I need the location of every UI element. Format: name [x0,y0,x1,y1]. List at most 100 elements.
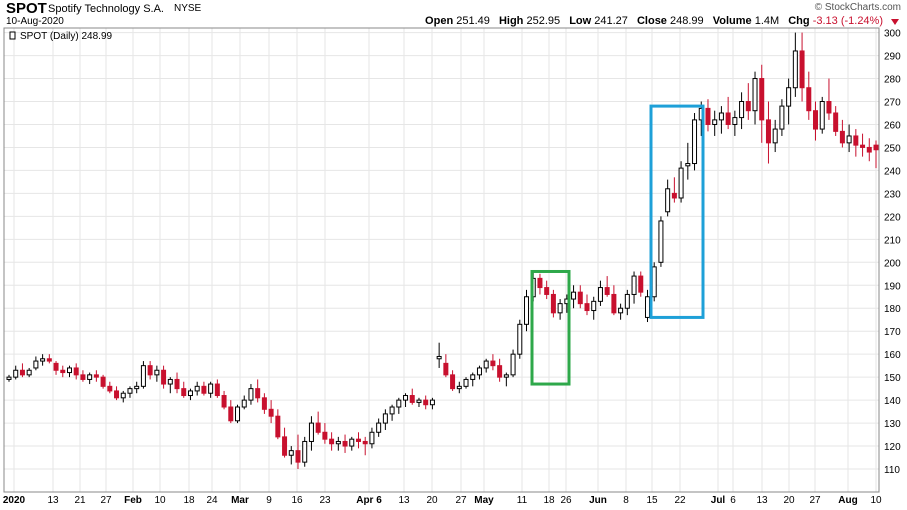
candle-body [450,374,456,390]
candle-body [476,367,482,376]
x-tick-label: 20 [783,495,795,506]
candle-body [134,385,140,390]
x-tick-label: 13 [47,495,59,506]
close-label: Close [636,15,667,27]
candle-body [315,422,321,433]
candle-body [60,369,66,374]
x-tick-label: 6 [730,495,736,506]
candle-body [167,378,173,385]
candle-body [866,146,872,153]
y-axis: 110 120 130 140 150 160 170 180 190 200 210 220 230 2… [884,29,901,476]
y-tick-label: 290 [884,52,901,63]
candle-body [490,360,496,367]
x-tick-label: Jun [589,495,607,506]
candle-body [826,101,832,114]
open-value: 251.49 [456,15,490,27]
candle-body [557,303,563,314]
candle-body [725,112,731,125]
candle-body [46,358,52,362]
candle-body [382,413,388,424]
open-label: Open [425,15,454,27]
x-tick-label: Jul [711,495,726,506]
candle-body [107,385,113,392]
volume-label: Volume [712,15,752,27]
candle-body [73,367,79,376]
candle-body [40,358,46,362]
candle-body [839,130,845,144]
x-tick-label: 23 [319,495,331,506]
y-tick-label: 110 [884,465,900,476]
candle-body [235,406,241,422]
candle-body [718,112,724,121]
candle-body [19,369,25,376]
candle-body [819,101,825,130]
x-tick-label: 13 [398,495,410,506]
candle-body [732,117,738,125]
candle-body [349,438,355,447]
chart-legend: SPOT (Daily) 248.99 [9,31,113,42]
candle-body [100,376,106,387]
candle-body [591,300,597,312]
candle-body [194,385,200,392]
x-tick-label: 13 [756,495,768,506]
x-tick-label: 22 [674,495,686,506]
candle-body [584,303,590,312]
candle-body [752,78,758,112]
candle-body [833,112,839,132]
candle-body [261,397,267,410]
x-tick-label: 9 [266,495,272,506]
y-tick-label: 180 [884,304,901,315]
candle-body [483,360,489,369]
candle-body [638,275,644,293]
candle-body [161,369,167,385]
candle-body [288,450,294,456]
candle-body [470,374,476,380]
candle-legend-icon [9,31,16,40]
chg-value: -3.13 (-1.24%) [812,15,883,27]
x-tick-label: 24 [206,495,218,506]
candle-body [443,362,449,376]
y-tick-label: 190 [884,281,901,292]
y-tick-label: 220 [884,212,901,223]
candle-body [187,390,193,397]
candle-body [33,360,39,369]
y-tick-label: 140 [884,396,901,407]
candle-body [228,406,234,422]
candle-body [335,440,341,445]
candle-body [517,323,523,355]
y-tick-label: 210 [884,235,901,246]
x-tick-label: 16 [291,495,303,506]
candle-body [308,422,314,442]
candle-body [87,374,93,380]
y-tick-label: 250 [884,143,901,154]
candle-body [712,119,718,125]
y-tick-label: 300 [884,29,901,40]
y-tick-label: 280 [884,75,901,86]
close-value: 248.99 [670,15,704,27]
candle-body [745,101,751,112]
candle-body [792,50,798,89]
candle-body [665,188,671,213]
candle-body [396,399,402,408]
candle-body [268,408,274,417]
chart-header: SPOT Spotify Technology S.A. NYSE 10-Aug… [6,0,901,28]
candle-body [93,374,99,378]
y-tick-label: 200 [884,258,901,269]
x-tick-label: 10 [870,495,882,506]
candle-body [544,287,550,295]
candle-body [739,101,745,119]
candle-body [174,378,180,390]
candle-body [201,385,207,394]
chart-date: 10-Aug-2020 [6,16,64,27]
candle-body [53,362,59,371]
candle-body [208,383,214,394]
ohlc-readout: Open 251.49 High 252.95 Low 241.27 Close… [419,15,883,27]
candle-body [376,422,382,433]
candle-body [571,291,577,300]
candle-body [429,399,435,406]
candle-body [221,395,227,408]
candle-body [779,105,785,130]
candle-body [80,374,86,380]
candle-body [403,395,409,401]
